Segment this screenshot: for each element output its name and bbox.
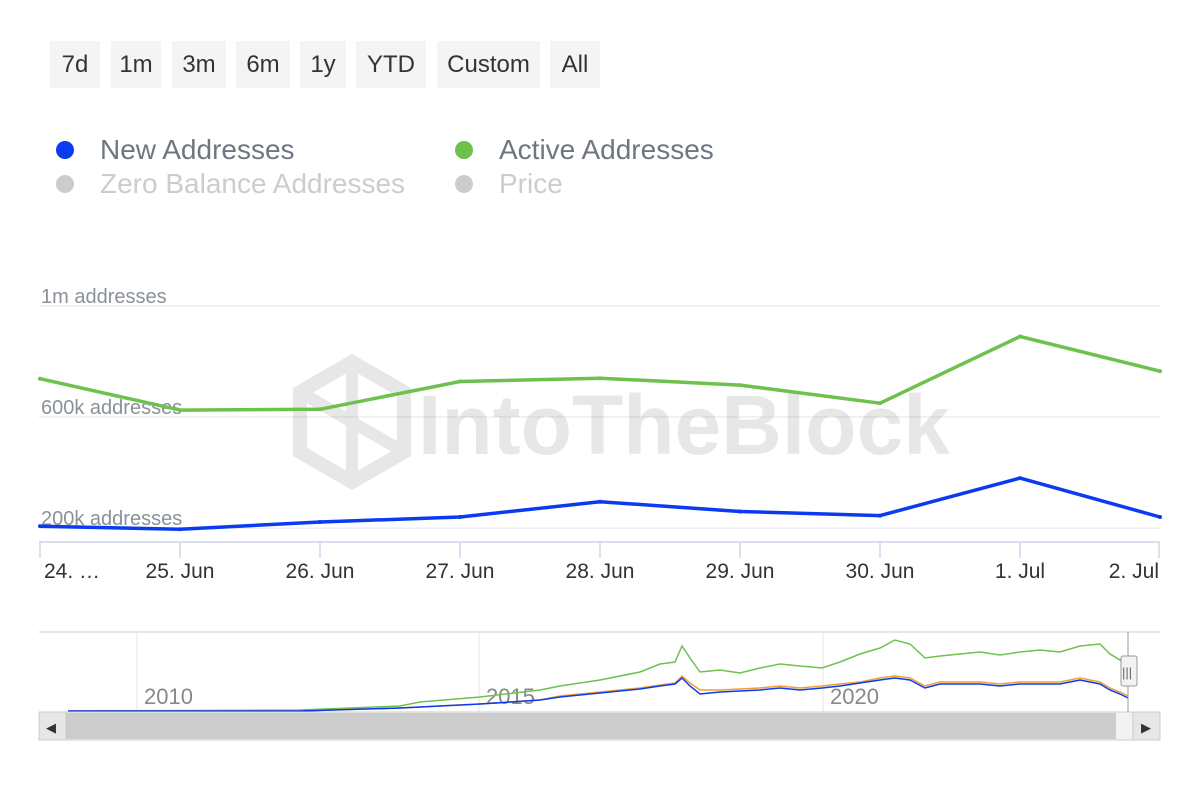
range-button-1m[interactable]: 1m xyxy=(111,41,161,88)
watermark-text: IntoTheBlock xyxy=(418,378,950,472)
data-point[interactable] xyxy=(1018,476,1022,481)
navigator-active-series xyxy=(67,639,1129,712)
range-button-7d[interactable]: 7d xyxy=(50,41,100,88)
data-point[interactable] xyxy=(458,515,462,520)
range-button-6m[interactable]: 6m xyxy=(236,41,290,88)
watermark-logo-icon xyxy=(293,353,411,491)
range-button-custom[interactable]: Custom xyxy=(437,41,540,88)
data-point[interactable] xyxy=(598,499,602,504)
legend-item-price[interactable]: Price xyxy=(455,167,655,201)
range-button-3m[interactable]: 3m xyxy=(172,41,226,88)
drag-handle-icon: ||| xyxy=(1122,665,1132,680)
x-tick-label: 24. … xyxy=(44,560,100,583)
data-point[interactable] xyxy=(38,524,42,529)
data-point[interactable] xyxy=(598,376,602,381)
x-tick-label: 30. Jun xyxy=(846,560,915,583)
x-tick-label: 1. Jul xyxy=(995,560,1045,583)
series-layer xyxy=(38,334,1162,532)
data-point[interactable] xyxy=(1018,334,1022,339)
legend-dot-icon xyxy=(455,141,473,159)
navigator-year-label: 2015 xyxy=(486,684,535,709)
data-point[interactable] xyxy=(878,513,882,518)
legend-dot-icon xyxy=(56,175,74,193)
data-point[interactable] xyxy=(458,379,462,384)
navigator: 2010 2015 2020 ◀ ▶ ||| xyxy=(38,631,1161,741)
range-button-1y[interactable]: 1y xyxy=(300,41,346,88)
legend-item-active-addresses[interactable]: Active Addresses xyxy=(455,133,755,167)
x-tick-label: 25. Jun xyxy=(146,560,215,583)
watermark: IntoTheBlock xyxy=(293,353,950,491)
navigator-scroll-left-button[interactable] xyxy=(38,711,67,741)
data-point[interactable] xyxy=(38,376,42,381)
navigator-scroll-right-button[interactable] xyxy=(1132,711,1161,741)
x-tick-label: 28. Jun xyxy=(566,560,635,583)
legend-label: Zero Balance Addresses xyxy=(100,168,406,199)
navigator-zero-balance-series xyxy=(68,674,1129,712)
chevron-right-icon: ▶ xyxy=(1141,720,1151,735)
line-chart: IntoTheBlock 200k addresses 600k addresse… xyxy=(38,286,1162,583)
legend-dot-icon xyxy=(455,175,473,193)
navigator-scrollbar-thumb[interactable] xyxy=(66,713,1116,739)
x-tick-label: 27. Jun xyxy=(426,560,495,583)
legend-dot-icon xyxy=(56,141,74,159)
legend-label: Active Addresses xyxy=(499,134,714,165)
x-axis: 24. … 25. Jun 26. Jun 27. Jun 28. Jun 29. Jun… xyxy=(39,541,1160,583)
data-point[interactable] xyxy=(1158,369,1162,374)
data-point[interactable] xyxy=(318,520,322,525)
x-tick-label: 2. Jul xyxy=(1109,560,1159,583)
data-point[interactable] xyxy=(178,527,182,532)
y-tick-label: 1m addresses xyxy=(41,286,167,308)
legend-label: New Addresses xyxy=(100,134,295,165)
navigator-right-handle[interactable] xyxy=(1120,655,1138,687)
data-point[interactable] xyxy=(1158,515,1162,520)
range-button-ytd[interactable]: YTD xyxy=(356,41,426,88)
range-button-all[interactable]: All xyxy=(550,41,600,88)
legend-item-new-addresses[interactable]: New Addresses xyxy=(56,133,356,167)
x-tick-label: 26. Jun xyxy=(286,560,355,583)
legend-label: Price xyxy=(499,168,563,199)
navigator-year-label: 2020 xyxy=(830,684,879,709)
data-point[interactable] xyxy=(178,408,182,413)
navigator-year-label: 2010 xyxy=(144,684,193,709)
y-tick-label: 600k addresses xyxy=(41,397,182,419)
data-point[interactable] xyxy=(878,401,882,406)
y-tick-label: 200k addresses xyxy=(41,508,182,530)
data-point[interactable] xyxy=(318,407,322,412)
y-axis-labels: 200k addresses 600k addresses 1m addresses xyxy=(41,286,182,530)
x-tick-label: 29. Jun xyxy=(706,560,775,583)
data-point[interactable] xyxy=(738,509,742,514)
navigator-new-series xyxy=(68,676,1129,712)
data-point[interactable] xyxy=(738,383,742,388)
legend-item-zero-balance-addresses[interactable]: Zero Balance Addresses xyxy=(56,167,436,201)
chevron-left-icon: ◀ xyxy=(46,720,56,735)
